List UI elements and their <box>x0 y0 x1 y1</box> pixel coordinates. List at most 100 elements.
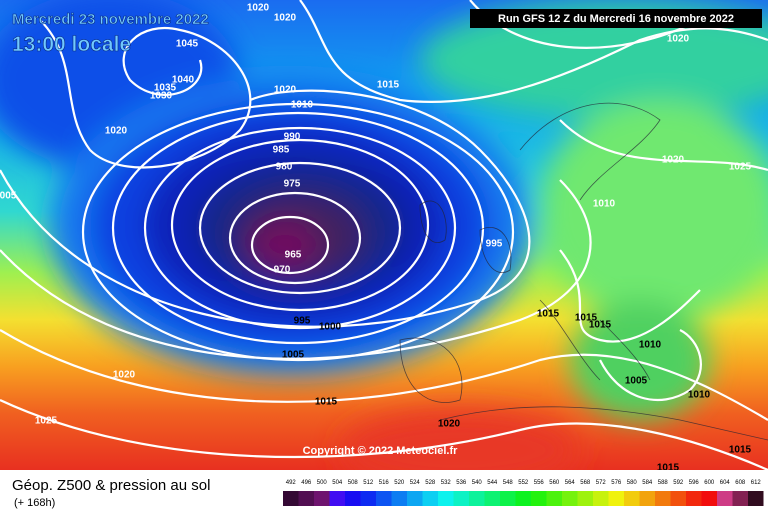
scale-cell <box>608 491 624 506</box>
scale-label: 588 <box>658 480 669 486</box>
scale-label: 512 <box>363 480 374 486</box>
run-info: Run GFS 12 Z du Mercredi 16 novembre 202… <box>498 13 734 25</box>
color-scale: 492 496 500 504 508 512 516 520 524 528 532 536 540 5… <box>283 480 764 506</box>
scale-label: 500 <box>317 480 328 486</box>
scale-label: 568 <box>580 480 591 486</box>
date: Mercredi 23 novembre 2022 <box>12 11 209 28</box>
scale-label: 508 <box>348 480 359 486</box>
isobar-label: 1010 <box>291 100 314 111</box>
isobar-label: 1005 <box>625 376 648 387</box>
scale-label: 572 <box>596 480 607 486</box>
scale-cell <box>577 491 593 506</box>
scale-label: 556 <box>534 480 545 486</box>
scale-label: 560 <box>549 480 560 486</box>
isobar-label: 1020 <box>105 126 128 137</box>
scale-cell <box>639 491 655 506</box>
scale-label: 576 <box>611 480 622 486</box>
scale-label: 584 <box>642 480 653 486</box>
isobar-label: 1015 <box>377 80 400 91</box>
scale-cell <box>453 491 469 506</box>
scale-label: 564 <box>565 480 576 486</box>
scale-label: 592 <box>673 480 684 486</box>
scale-label: 540 <box>472 480 483 486</box>
copyright: Copyright © 2022 Meteociel.fr <box>303 445 459 457</box>
scale-label: 608 <box>735 480 746 486</box>
time: 13:00 locale <box>12 33 131 56</box>
scale-label: 596 <box>689 480 700 486</box>
scale-cell <box>500 491 516 506</box>
scale-label: 600 <box>704 480 715 486</box>
scale-cell <box>732 491 748 506</box>
scale-cell <box>593 491 609 506</box>
scale-cell <box>686 491 702 506</box>
scale-cell <box>283 491 299 506</box>
scale-label: 520 <box>394 480 405 486</box>
scale-label: 612 <box>751 480 762 486</box>
scale-cell <box>655 491 671 506</box>
scale-label: 544 <box>487 480 498 486</box>
isobar-label: 1020 <box>113 370 136 381</box>
legend-subtitle: (+ 168h) <box>14 497 55 509</box>
isobar-label: 1000 <box>319 322 342 333</box>
scale-cell <box>360 491 376 506</box>
isobar-label: 1020 <box>438 419 461 430</box>
scale-cell <box>531 491 547 506</box>
scale-cell <box>469 491 485 506</box>
isobar-label: 1040 <box>172 75 195 86</box>
isobar-label: 1015 <box>729 445 752 456</box>
scale-label: 580 <box>627 480 638 486</box>
scale-label: 492 <box>286 480 297 486</box>
isobar-label: 1010 <box>593 199 616 210</box>
scale-cell <box>748 491 764 506</box>
isobar-label: 980 <box>276 162 293 173</box>
legend-title: Géop. Z500 & pression au sol <box>12 477 210 494</box>
scale-label: 536 <box>456 480 467 486</box>
isobar-label: 985 <box>273 145 290 156</box>
isobar-label: 1035 <box>154 83 177 94</box>
isobar-label: 1015 <box>589 320 612 331</box>
scale-cell <box>422 491 438 506</box>
isobar-label: 990 <box>284 132 301 143</box>
coastlines <box>399 102 768 441</box>
scale-label: 524 <box>410 480 421 486</box>
run-box <box>470 9 762 28</box>
scale-cell <box>562 491 578 506</box>
isobar-label: 1020 <box>274 13 297 24</box>
isobar-label: 975 <box>284 179 301 190</box>
scale-cell <box>701 491 717 506</box>
scale-cell <box>717 491 733 506</box>
isobars <box>0 0 768 470</box>
isobar-label: 1010 <box>639 340 662 351</box>
isobar-label: 1020 <box>662 155 685 166</box>
scale-cell <box>407 491 423 506</box>
isobar-label: 1045 <box>176 39 199 50</box>
isobar-label: 1015 <box>537 309 560 320</box>
isobar-label: 970 <box>274 265 291 276</box>
scale-label: 552 <box>518 480 529 486</box>
isobar-label: 1015 <box>575 313 598 324</box>
isobar-label: 1015 <box>315 397 338 408</box>
scale-label: 604 <box>720 480 731 486</box>
scale-cell <box>515 491 531 506</box>
scale-label: 532 <box>441 480 452 486</box>
scale-cell <box>624 491 640 506</box>
isobar-label: 1025 <box>35 416 58 427</box>
isobar-label: 1025 <box>729 162 752 173</box>
isobar-label: 1015 <box>657 463 680 474</box>
isobar-label: 995 <box>486 239 503 250</box>
scale-cell <box>484 491 500 506</box>
isobar-label: 1010 <box>688 390 711 401</box>
scale-cell <box>376 491 392 506</box>
scale-cell <box>298 491 314 506</box>
scale-label: 504 <box>332 480 343 486</box>
isobar-label: 1005 <box>282 350 305 361</box>
isobar-label: 1030 <box>150 91 173 102</box>
isobar-label: 1020 <box>247 3 270 14</box>
scale-label: 516 <box>379 480 390 486</box>
scale-cell <box>546 491 562 506</box>
scale-cell <box>314 491 330 506</box>
scale-cell <box>670 491 686 506</box>
scale-label: 496 <box>301 480 312 486</box>
